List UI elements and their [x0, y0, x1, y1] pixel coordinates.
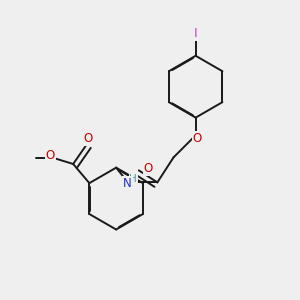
Text: O: O	[83, 132, 92, 145]
Text: I: I	[194, 27, 197, 40]
Text: O: O	[193, 132, 202, 145]
Text: O: O	[46, 149, 55, 162]
Text: N: N	[123, 177, 132, 190]
Text: O: O	[144, 162, 153, 176]
Text: H: H	[129, 174, 137, 184]
